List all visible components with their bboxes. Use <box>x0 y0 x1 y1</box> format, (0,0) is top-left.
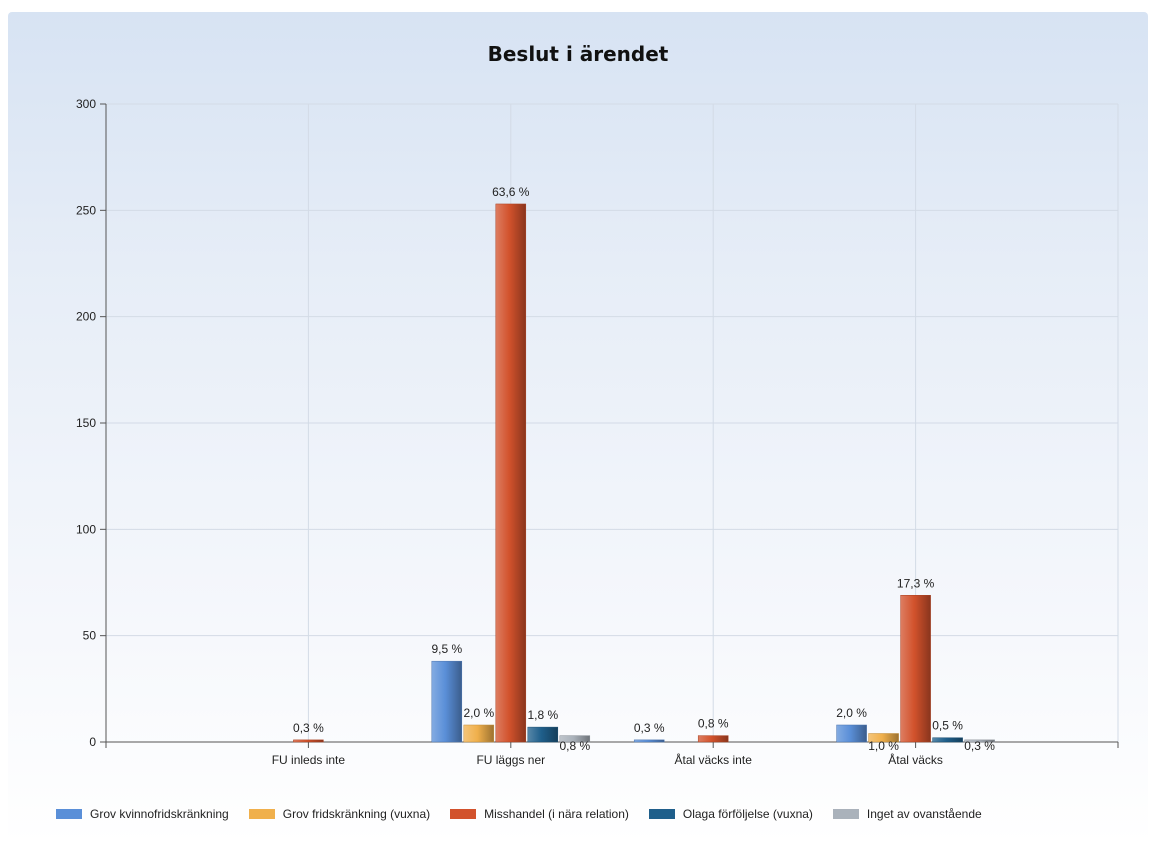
bar-olaga-f-rf-ljelse-vuxna- <box>932 737 963 743</box>
legend-label: Olaga förföljelse (vuxna) <box>682 807 813 821</box>
chart-legend: Grov kvinnofridskränkning Grov fridskränk… <box>56 807 1002 821</box>
data-label: 0,8 % <box>698 717 729 731</box>
legend-label: Grov fridskränkning (vuxna) <box>282 807 431 821</box>
bar-inget-av-ovanst-ende <box>559 735 591 743</box>
data-label: 2,0 % <box>463 706 494 720</box>
legend-item[interactable]: Misshandel (i nära relation) <box>450 807 629 821</box>
x-tick-label: FU inleds inte <box>272 753 346 767</box>
y-tick-label: 250 <box>76 203 96 217</box>
legend-item[interactable]: Grov fridskränkning (vuxna) <box>248 807 431 821</box>
bar-misshandel-i-n-ra-relation- <box>900 595 931 743</box>
legend-item[interactable]: Grov kvinnofridskränkning <box>56 807 229 821</box>
legend-swatch <box>832 809 859 819</box>
legend-swatch <box>56 809 82 819</box>
bar-olaga-f-rf-ljelse-vuxna- <box>527 726 559 743</box>
y-tick-label: 150 <box>76 416 96 430</box>
y-tick-label: 100 <box>76 522 96 536</box>
bar-chart: 0 50 100 150 200 250 300 FU inleds inte 0,3 % FU … <box>76 97 1119 767</box>
legend-swatch <box>248 809 275 819</box>
bar-grov-fridskr-nkning-vuxna- <box>463 724 495 743</box>
y-tick-label: 200 <box>76 310 96 324</box>
legend-label: Grov kvinnofridskränkning <box>90 807 229 821</box>
data-label: 0,3 % <box>964 739 995 753</box>
y-tick-label: 300 <box>76 97 96 111</box>
data-label: 17,3 % <box>897 576 935 590</box>
bar-grov-kvinnofridskr-nkning <box>836 724 867 743</box>
bar-misshandel-i-n-ra-relation- <box>495 203 527 743</box>
data-label: 9,5 % <box>431 642 462 656</box>
y-tick-label: 0 <box>89 735 96 749</box>
x-tick-label: Åtal väcks inte <box>675 752 753 767</box>
bar-inget-av-ovanst-ende <box>964 739 995 743</box>
bar-misshandel-i-n-ra-relation- <box>697 735 729 743</box>
bar-grov-kvinnofridskr-nkning <box>431 660 463 743</box>
legend-item[interactable]: Olaga förföljelse (vuxna) <box>648 807 813 821</box>
data-label: 0,3 % <box>634 721 665 735</box>
legend-swatch <box>648 809 675 819</box>
chart-panel: Beslut i ärendet 0 50 100 150 200 250 300 FU in… <box>8 12 1148 844</box>
data-label: 0,8 % <box>559 739 590 753</box>
x-tick-label: FU läggs ner <box>476 753 545 767</box>
bar-grov-fridskr-nkning-vuxna- <box>868 733 899 743</box>
data-label: 0,5 % <box>932 719 963 733</box>
data-label: 0,3 % <box>293 721 324 735</box>
bar-grov-kvinnofridskr-nkning <box>633 739 665 743</box>
chart-title: Beslut i ärendet <box>487 42 669 66</box>
legend-swatch <box>450 809 477 819</box>
bar-misshandel-i-n-ra-relation- <box>293 739 324 743</box>
data-label: 63,6 % <box>492 185 530 199</box>
data-label: 1,0 % <box>868 739 899 753</box>
data-label: 1,8 % <box>527 708 558 722</box>
y-tick-label: 50 <box>83 629 97 643</box>
legend-item[interactable]: Inget av ovanstående <box>832 807 982 821</box>
legend-label: Inget av ovanstående <box>866 807 982 821</box>
data-label: 2,0 % <box>836 706 867 720</box>
x-tick-label: Åtal väcks <box>888 752 943 767</box>
legend-label: Misshandel (i nära relation) <box>484 807 629 821</box>
